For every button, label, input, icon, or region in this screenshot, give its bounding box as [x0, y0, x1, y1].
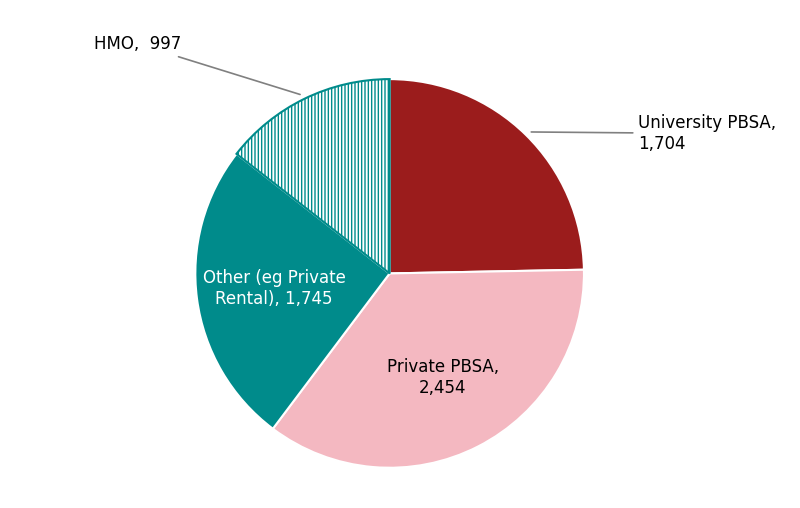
Wedge shape	[390, 79, 584, 273]
Wedge shape	[273, 270, 584, 468]
Text: University PBSA,
1,704: University PBSA, 1,704	[531, 114, 777, 153]
Text: Private PBSA,
2,454: Private PBSA, 2,454	[386, 358, 498, 397]
Text: Other (eg Private
Rental), 1,745: Other (eg Private Rental), 1,745	[202, 269, 346, 308]
Wedge shape	[237, 79, 390, 273]
Wedge shape	[195, 154, 390, 429]
Text: HMO,  997: HMO, 997	[94, 35, 300, 94]
